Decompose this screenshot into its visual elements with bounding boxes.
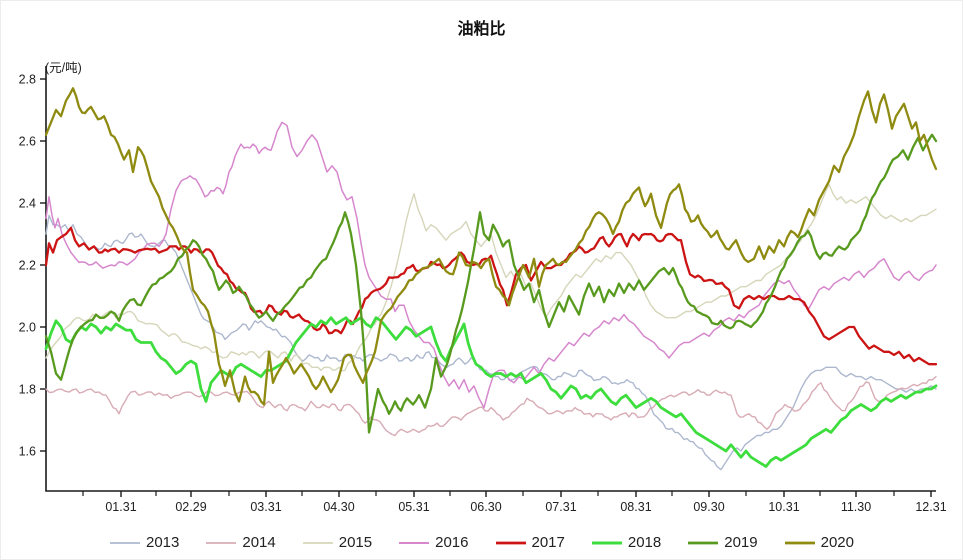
legend-swatch-2013 — [110, 541, 140, 544]
legend-swatch-2018 — [591, 541, 622, 544]
legend-swatch-2016 — [399, 541, 430, 544]
y-axis-unit-label: (元/吨) — [45, 61, 82, 75]
x-tick-label: 07.31 — [545, 500, 576, 514]
legend-item-2019[interactable]: 2019 — [687, 534, 758, 551]
legend-item-2014[interactable]: 2014 — [205, 534, 276, 551]
x-tick-label: 02.29 — [175, 500, 206, 514]
series-line-2016 — [45, 121, 937, 409]
legend-item-2015[interactable]: 2015 — [302, 534, 372, 551]
x-tick-label: 04.30 — [323, 500, 354, 514]
legend-label: 2018 — [627, 534, 662, 551]
legend-label: 2017 — [531, 534, 565, 551]
x-tick-label: 06.30 — [470, 500, 501, 514]
legend-label: 2020 — [820, 534, 854, 551]
y-tick-label: 2.6 — [19, 135, 36, 149]
legend-item-2017[interactable]: 2017 — [495, 534, 565, 551]
legend-label: 2013 — [146, 534, 180, 551]
legend-swatch-2015 — [302, 541, 333, 544]
series-line-2015 — [45, 183, 937, 372]
legend-label: 2016 — [435, 534, 469, 551]
series-line-2013 — [45, 214, 937, 471]
x-tick-label: 12.31 — [915, 500, 946, 514]
legend-swatch-2020 — [784, 541, 815, 544]
series-line-2020 — [44, 87, 938, 406]
legend-item-2020[interactable]: 2020 — [784, 534, 854, 551]
legend-swatch-2014 — [206, 541, 237, 544]
legend-label: 2019 — [724, 534, 758, 551]
chart-title: 油粕比 — [457, 21, 506, 38]
series-line-2017 — [44, 226, 938, 366]
series-line-2019 — [44, 133, 938, 434]
legend-label: 2015 — [338, 534, 373, 551]
x-tick-label: 03.31 — [250, 500, 281, 514]
legend-item-2018[interactable]: 2018 — [591, 534, 661, 551]
legend-label: 2014 — [242, 534, 276, 551]
y-tick-label: 2.8 — [19, 73, 36, 87]
x-tick-label: 08.31 — [620, 500, 651, 514]
y-tick-label: 2.2 — [19, 259, 36, 273]
y-tick-label: 1.6 — [19, 445, 36, 459]
y-tick-label: 2.0 — [19, 321, 36, 335]
x-tick-label: 10.31 — [768, 500, 799, 514]
y-tick-label: 1.8 — [19, 383, 36, 397]
legend-item-2013[interactable]: 2013 — [109, 534, 179, 551]
series-line-2014 — [45, 375, 937, 437]
x-tick-label: 01.31 — [105, 500, 136, 514]
legend-swatch-2019 — [688, 541, 719, 544]
legend-swatch-2017 — [495, 541, 526, 544]
x-tick-label: 05.31 — [398, 500, 429, 514]
legend-item-2016[interactable]: 2016 — [398, 534, 469, 551]
x-tick-label: 09.30 — [693, 500, 724, 514]
chart-legend: 2013 2014 2015 2016 2017 2018 2019 2020 — [1, 534, 962, 551]
series-line-2018 — [44, 316, 938, 468]
axis-lines — [45, 66, 936, 492]
x-tick-label: 11.30 — [841, 500, 871, 514]
y-tick-label: 2.4 — [19, 197, 36, 211]
